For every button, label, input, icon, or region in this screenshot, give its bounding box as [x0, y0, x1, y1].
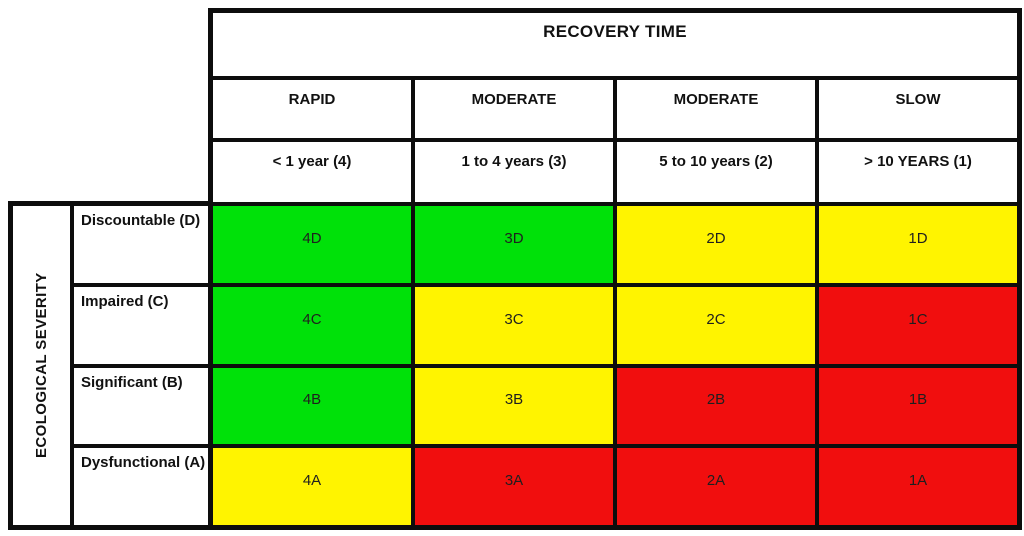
matrix-cell-4d: 4D — [213, 206, 411, 283]
matrix-cell-2d: 2D — [617, 206, 815, 283]
ecological-severity-table: ECOLOGICAL SEVERITY Discountable (D) Imp… — [8, 201, 208, 530]
column-range-1-to-4-years: 1 to 4 years (3) — [415, 142, 613, 202]
matrix-cell-1d: 1D — [819, 206, 1017, 283]
matrix-cell-3a: 3A — [415, 448, 613, 525]
column-range-gt-10-years: > 10 YEARS (1) — [819, 142, 1017, 202]
column-header-slow: SLOW — [819, 80, 1017, 138]
ecological-severity-axis-label: ECOLOGICAL SEVERITY — [13, 206, 70, 525]
column-range-lt-1-year: < 1 year (4) — [213, 142, 411, 202]
matrix-cell-3b: 3B — [415, 367, 613, 445]
row-label-discountable: Discountable (D) — [74, 206, 208, 283]
recovery-time-header: RECOVERY TIME — [213, 13, 1017, 76]
row-label-impaired: Impaired (C) — [74, 286, 208, 364]
matrix-cell-1a: 1A — [819, 448, 1017, 525]
matrix-cell-4a: 4A — [213, 448, 411, 525]
matrix-cell-2b: 2B — [617, 367, 815, 445]
matrix-cell-1b: 1B — [819, 367, 1017, 445]
matrix-cell-4b: 4B — [213, 367, 411, 445]
matrix-cell-2c: 2C — [617, 286, 815, 364]
row-label-dysfunctional: Dysfunctional (A) — [74, 448, 208, 525]
matrix-cell-2a: 2A — [617, 448, 815, 525]
matrix-cell-4c: 4C — [213, 286, 411, 364]
column-header-moderate1: MODERATE — [415, 80, 613, 138]
matrix-cell-3c: 3C — [415, 286, 613, 364]
column-header-moderate2: MODERATE — [617, 80, 815, 138]
row-label-significant: Significant (B) — [74, 367, 208, 445]
column-header-rapid: RAPID — [213, 80, 411, 138]
matrix-cell-3d: 3D — [415, 206, 613, 283]
recovery-time-table: RECOVERY TIME RAPID MODERATE MODERATE SL… — [208, 8, 1022, 530]
matrix-cell-1c: 1C — [819, 286, 1017, 364]
column-range-5-to-10-years: 5 to 10 years (2) — [617, 142, 815, 202]
